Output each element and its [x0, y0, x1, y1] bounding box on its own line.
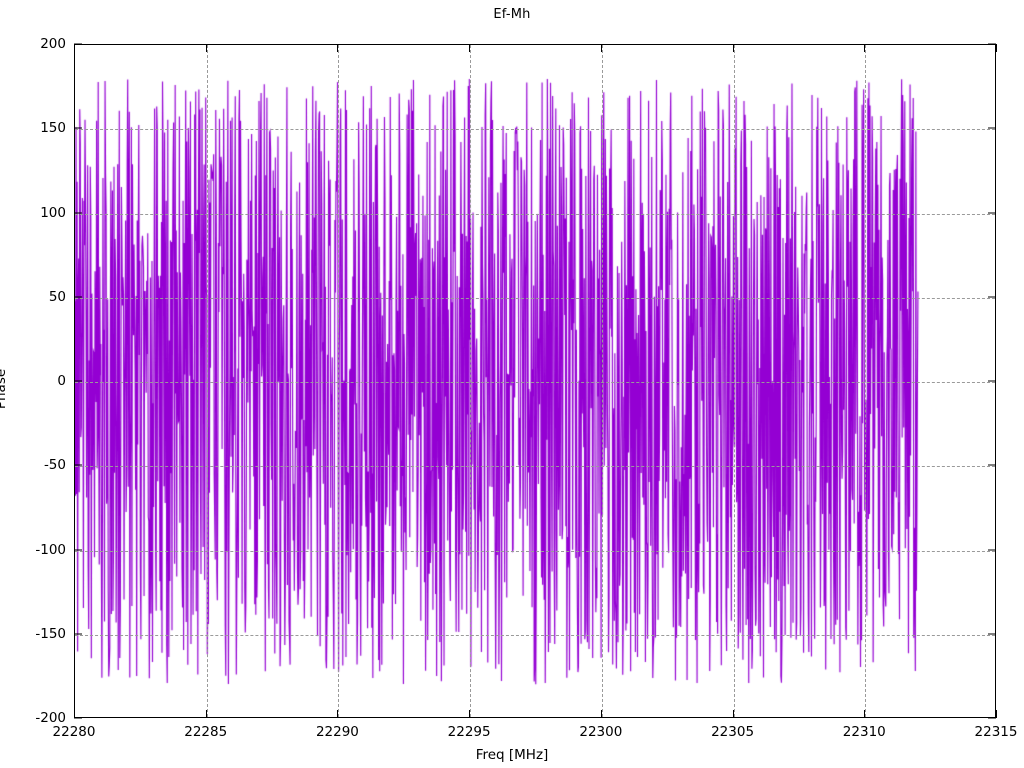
gridline-vertical: [733, 45, 735, 717]
gridline-horizontal: [75, 297, 995, 299]
x-tick-mark: [337, 710, 339, 718]
x-tick-mark: [600, 710, 602, 718]
y-tick-label: 150: [40, 120, 66, 137]
gridline-vertical: [865, 45, 867, 717]
y-tick-mark-right: [988, 717, 996, 719]
y-tick-mark: [74, 717, 82, 719]
x-tick-mark: [864, 710, 866, 718]
data-series-canvas: [75, 45, 995, 717]
y-tick-label: 100: [40, 204, 66, 221]
x-tick-mark-top: [864, 44, 866, 52]
gridline-horizontal: [75, 213, 995, 215]
y-tick-mark-right: [988, 380, 996, 382]
y-tick-label: 0: [57, 373, 66, 389]
gridline-vertical: [206, 45, 208, 717]
x-tick-label: 22285: [184, 724, 228, 740]
chart-title: Ef-Mh: [493, 7, 531, 22]
gridline-horizontal: [75, 634, 995, 636]
gridline-horizontal: [75, 550, 995, 552]
plot-area: [74, 44, 996, 718]
y-tick-mark: [74, 212, 82, 213]
x-tick-mark: [469, 710, 471, 718]
y-tick-mark: [74, 296, 82, 298]
gridline-horizontal: [75, 129, 995, 131]
x-tick-label: 22280: [52, 724, 96, 740]
y-tick-label: 50: [48, 288, 66, 305]
y-tick-mark-right: [988, 549, 996, 550]
x-axis-label: Freq [MHz]: [475, 747, 549, 763]
y-tick-mark: [74, 549, 82, 550]
x-tick-label: 22290: [315, 724, 359, 740]
y-tick-mark: [74, 464, 82, 466]
y-tick-label: -200: [35, 710, 66, 726]
y-tick-mark: [74, 127, 82, 129]
x-tick-mark: [996, 710, 997, 718]
x-tick-mark: [205, 710, 207, 718]
gridline-vertical: [601, 45, 603, 717]
y-tick-mark-right: [988, 127, 996, 129]
y-tick-label: -100: [35, 541, 66, 558]
x-tick-label: 22300: [579, 724, 623, 740]
x-tick-mark-top: [74, 44, 75, 52]
y-tick-mark-right: [988, 212, 996, 213]
y-tick-mark-right: [988, 43, 996, 45]
y-tick-label: -50: [43, 457, 66, 474]
y-tick-mark: [74, 633, 82, 635]
x-tick-mark-top: [469, 44, 471, 52]
gridline-horizontal: [75, 382, 995, 383]
x-tick-mark-top: [732, 44, 734, 52]
y-tick-label: -150: [35, 625, 66, 642]
x-tick-mark-top: [337, 44, 339, 52]
x-tick-label: 22295: [447, 724, 491, 740]
x-tick-label: 22315: [974, 724, 1018, 740]
y-axis-label: Phase: [0, 368, 10, 410]
y-tick-mark-right: [988, 464, 996, 466]
x-tick-mark: [74, 710, 75, 718]
x-tick-mark-top: [996, 44, 997, 52]
x-tick-mark: [732, 710, 734, 718]
y-tick-mark-right: [988, 296, 996, 298]
y-tick-mark: [74, 380, 82, 382]
y-tick-mark-right: [988, 633, 996, 635]
y-tick-label: 200: [40, 36, 66, 52]
gridline-vertical: [470, 45, 472, 717]
gridline-vertical: [338, 45, 340, 717]
gridline-horizontal: [75, 466, 995, 468]
x-tick-mark-top: [205, 44, 207, 52]
x-tick-label: 22310: [842, 724, 886, 740]
x-tick-label: 22305: [711, 724, 755, 740]
y-tick-mark: [74, 43, 82, 45]
x-tick-mark-top: [600, 44, 602, 52]
